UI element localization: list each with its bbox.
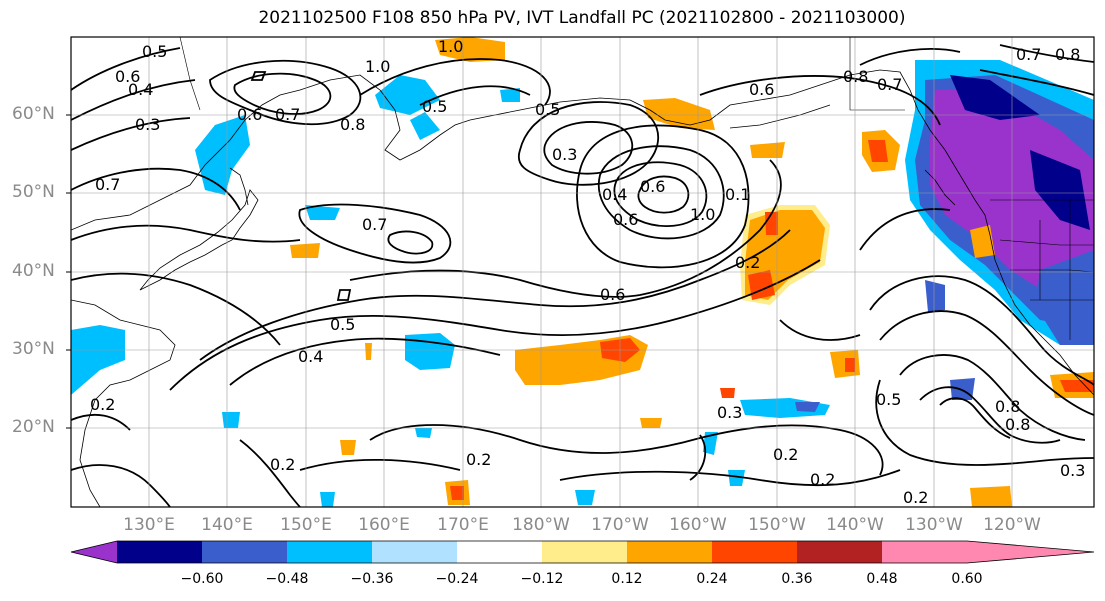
- lat-label: 60°N: [12, 104, 55, 124]
- contour-label: 0.6: [600, 285, 625, 304]
- contour-label: 0.6: [749, 80, 774, 99]
- lon-label: 170°E: [437, 515, 489, 535]
- contour-label: 0.7: [275, 105, 300, 124]
- colorbar-swatch: [882, 541, 968, 563]
- contour-label: 0.7: [1016, 45, 1041, 64]
- lon-label: 160°E: [358, 515, 410, 535]
- lon-label: 140°E: [201, 515, 253, 535]
- contour-label: 0.7: [877, 75, 902, 94]
- contour-label: 0.2: [903, 488, 928, 507]
- colorbar-swatch: [287, 541, 373, 563]
- lon-label: 180°W: [512, 515, 570, 535]
- colorbar-swatch: [967, 541, 1094, 563]
- lon-label: 130°E: [123, 515, 175, 535]
- colorbar-swatch: [372, 541, 458, 563]
- contour-label: 0.8: [340, 115, 365, 134]
- lon-label: 120°W: [983, 515, 1041, 535]
- contour-labels: 0.5 0.6 0.4 0.3 1.0 0.6 0.7 0.8 0.5 0.5 …: [90, 37, 1085, 507]
- lat-label: 50°N: [12, 182, 55, 202]
- colorbar-tick-label: 0.60: [951, 571, 983, 587]
- colorbar-tick-label: 0.36: [781, 571, 813, 587]
- colorbar-swatch: [712, 541, 798, 563]
- contour-label: 0.5: [142, 42, 167, 61]
- contour-label: 0.4: [128, 80, 153, 99]
- contour-label: 1.0: [690, 205, 715, 224]
- colorbar: [70, 540, 1095, 564]
- map-title: 2021102500 F108 850 hPa PV, IVT Landfall…: [258, 8, 906, 28]
- colorbar-swatch: [797, 541, 883, 563]
- contour-label: 0.2: [270, 455, 295, 474]
- contour-label: 0.6: [640, 177, 665, 196]
- lon-label: 130°W: [905, 515, 963, 535]
- negative-shading: [71, 60, 1094, 507]
- contour-label: 0.4: [602, 185, 627, 204]
- contour-label: 0.8: [1005, 415, 1030, 434]
- lat-label: 30°N: [12, 339, 55, 359]
- lon-label: 170°W: [591, 515, 649, 535]
- colorbar-swatch: [457, 541, 543, 563]
- lat-ticks: [66, 114, 71, 429]
- colorbar-swatch: [542, 541, 628, 563]
- lon-label: 140°W: [826, 515, 884, 535]
- lon-label: 150°E: [280, 515, 332, 535]
- positive-shading: [290, 37, 1094, 507]
- contour-label: 0.2: [735, 253, 760, 272]
- colorbar-tick-label: −0.60: [180, 571, 224, 587]
- contour-label: 0.2: [466, 450, 491, 469]
- colorbar-tick-label: 0.24: [696, 571, 728, 587]
- contour-label: 0.4: [298, 347, 323, 366]
- lat-label: 40°N: [12, 261, 55, 281]
- contour-label: 0.7: [95, 175, 120, 194]
- contour-label: 0.3: [717, 403, 742, 422]
- contour-label: 0.8: [1055, 45, 1080, 64]
- colorbar-swatch: [71, 541, 117, 563]
- contour-label: 0.3: [552, 145, 577, 164]
- contour-label: 0.8: [843, 67, 868, 86]
- colorbar-tick-label: −0.48: [265, 571, 309, 587]
- lon-label: 150°W: [748, 515, 806, 535]
- colorbar-tick-label: 0.48: [866, 571, 898, 587]
- contour-label: 0.6: [115, 67, 140, 86]
- contour-label: 0.6: [613, 210, 638, 229]
- contour-label: 0.2: [810, 470, 835, 489]
- contour-label: 1.0: [365, 57, 390, 76]
- contour-label: 0.3: [1060, 461, 1085, 480]
- colorbar-swatch: [117, 541, 203, 563]
- borders: [179, 37, 1094, 340]
- contour-label: 0.6: [237, 105, 262, 124]
- pv-contours: [71, 44, 1094, 507]
- contour-label: 0.2: [90, 395, 115, 414]
- contour-label: 0.1: [725, 185, 750, 204]
- colorbar-swatch: [202, 541, 288, 563]
- contour-label: 1.0: [438, 37, 463, 56]
- colorbar-tick-label: −0.36: [350, 571, 394, 587]
- contour-label: 0.5: [330, 315, 355, 334]
- contour-label: 0.7: [362, 215, 387, 234]
- colorbar-tick-label: 0.12: [611, 571, 643, 587]
- contour-label: 0.3: [135, 115, 160, 134]
- colorbar-tick-label: −0.24: [435, 571, 479, 587]
- coastlines: [71, 69, 1094, 507]
- lat-label: 20°N: [12, 417, 55, 437]
- graticule: [71, 37, 1094, 507]
- lon-label: 160°W: [669, 515, 727, 535]
- contour-label: 0.8: [995, 397, 1020, 416]
- contour-label: 0.5: [876, 390, 901, 409]
- contour-label: 0.2: [773, 445, 798, 464]
- contour-label: 0.5: [535, 100, 560, 119]
- contour-label: 0.5: [422, 97, 447, 116]
- colorbar-swatch: [627, 541, 713, 563]
- colorbar-tick-label: −0.12: [520, 571, 564, 587]
